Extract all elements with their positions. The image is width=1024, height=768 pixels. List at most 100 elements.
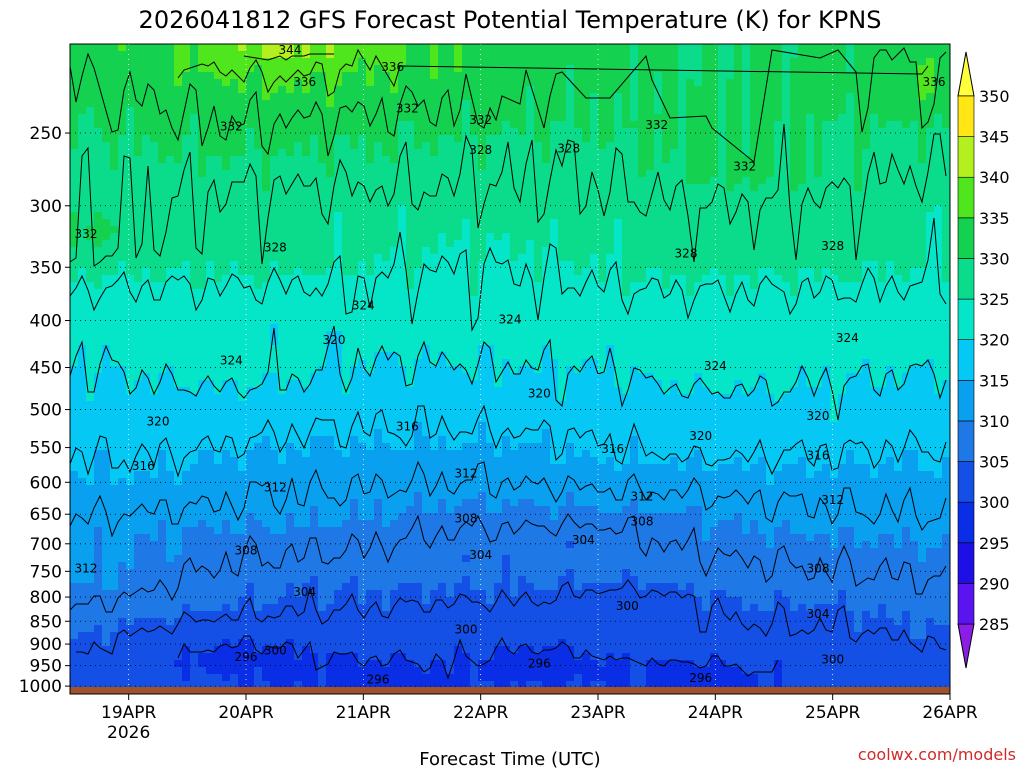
field-cell [126,303,135,311]
field-cell [454,254,463,262]
field-cell [478,205,487,213]
field-cell [886,331,895,339]
field-cell [142,205,151,213]
field-cell [166,100,175,108]
field-cell [926,170,935,178]
field-cell [158,212,167,220]
field-cell [918,114,927,122]
field-cell [422,282,431,290]
field-cell [246,303,255,311]
field-cell [190,79,199,87]
field-cell [694,128,703,136]
field-cell [878,51,887,59]
field-cell [702,65,711,73]
field-cell [838,128,847,136]
field-cell [622,163,631,171]
field-cell [110,338,119,346]
field-cell [782,219,791,227]
field-cell [518,100,527,108]
field-cell [886,170,895,178]
field-cell [126,352,135,360]
field-cell [262,156,271,164]
field-cell [902,121,911,129]
field-cell [590,247,599,255]
field-cell [414,247,423,255]
field-cell [702,261,711,269]
field-cell [798,275,807,283]
field-cell [430,65,439,73]
field-cell [782,212,791,220]
field-cell [670,289,679,297]
field-cell [430,275,439,283]
field-cell [798,135,807,143]
field-cell [646,345,655,353]
field-cell [758,156,767,164]
field-cell [262,359,271,367]
field-cell [454,93,463,101]
field-cell [486,289,495,297]
field-cell [566,121,575,129]
field-cell [566,170,575,178]
field-cell [158,149,167,157]
field-cell [622,226,631,234]
field-cell [86,310,95,318]
field-cell [902,219,911,227]
field-cell [582,247,591,255]
field-cell [694,79,703,87]
field-cell [782,310,791,318]
field-cell [422,303,431,311]
field-cell [174,247,183,255]
field-cell [814,198,823,206]
field-cell [774,275,783,283]
field-cell [550,212,559,220]
field-cell [518,107,527,115]
field-cell [670,177,679,185]
field-cell [750,324,759,332]
field-cell [134,107,143,115]
field-cell [406,93,415,101]
field-cell [462,170,471,178]
field-cell [598,324,607,332]
field-cell [134,219,143,227]
field-cell [118,93,127,101]
field-cell [470,226,479,234]
field-cell [142,58,151,66]
field-cell [814,219,823,227]
field-cell [798,352,807,360]
field-cell [822,261,831,269]
field-cell [678,100,687,108]
field-cell [934,156,943,164]
field-cell [806,177,815,185]
field-cell [398,331,407,339]
field-cell [262,247,271,255]
field-cell [358,254,367,262]
field-cell [526,338,535,346]
field-cell [894,282,903,290]
field-cell [462,352,471,360]
field-cell [262,135,271,143]
field-cell [590,79,599,87]
field-cell [102,226,111,234]
field-cell [574,58,583,66]
field-cell [702,282,711,290]
field-cell [174,303,183,311]
field-cell [246,107,255,115]
field-cell [134,310,143,318]
field-cell [206,44,215,52]
field-cell [382,247,391,255]
field-cell [206,107,215,115]
field-cell [598,296,607,304]
field-cell [350,86,359,94]
field-cell [678,72,687,80]
field-cell [78,51,87,59]
field-cell [366,142,375,150]
field-cell [342,86,351,94]
field-cell [270,205,279,213]
field-cell [598,44,607,52]
field-cell [430,303,439,311]
field-cell [270,303,279,311]
field-cell [622,331,631,339]
field-cell [182,359,191,367]
field-cell [614,100,623,108]
field-cell [710,198,719,206]
